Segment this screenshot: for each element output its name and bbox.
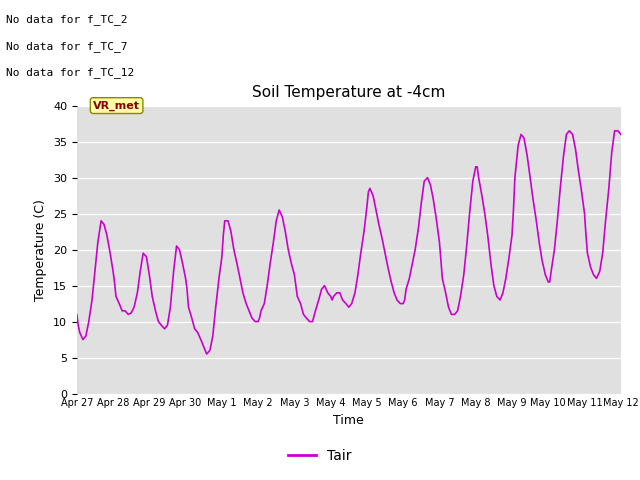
Text: No data for f_TC_7: No data for f_TC_7 bbox=[6, 41, 128, 52]
Text: No data for f_TC_12: No data for f_TC_12 bbox=[6, 67, 134, 78]
X-axis label: Time: Time bbox=[333, 414, 364, 427]
Text: VR_met: VR_met bbox=[93, 100, 140, 111]
Y-axis label: Temperature (C): Temperature (C) bbox=[35, 199, 47, 300]
Legend: Tair: Tair bbox=[283, 443, 357, 468]
Title: Soil Temperature at -4cm: Soil Temperature at -4cm bbox=[252, 85, 445, 100]
Text: No data for f_TC_2: No data for f_TC_2 bbox=[6, 14, 128, 25]
